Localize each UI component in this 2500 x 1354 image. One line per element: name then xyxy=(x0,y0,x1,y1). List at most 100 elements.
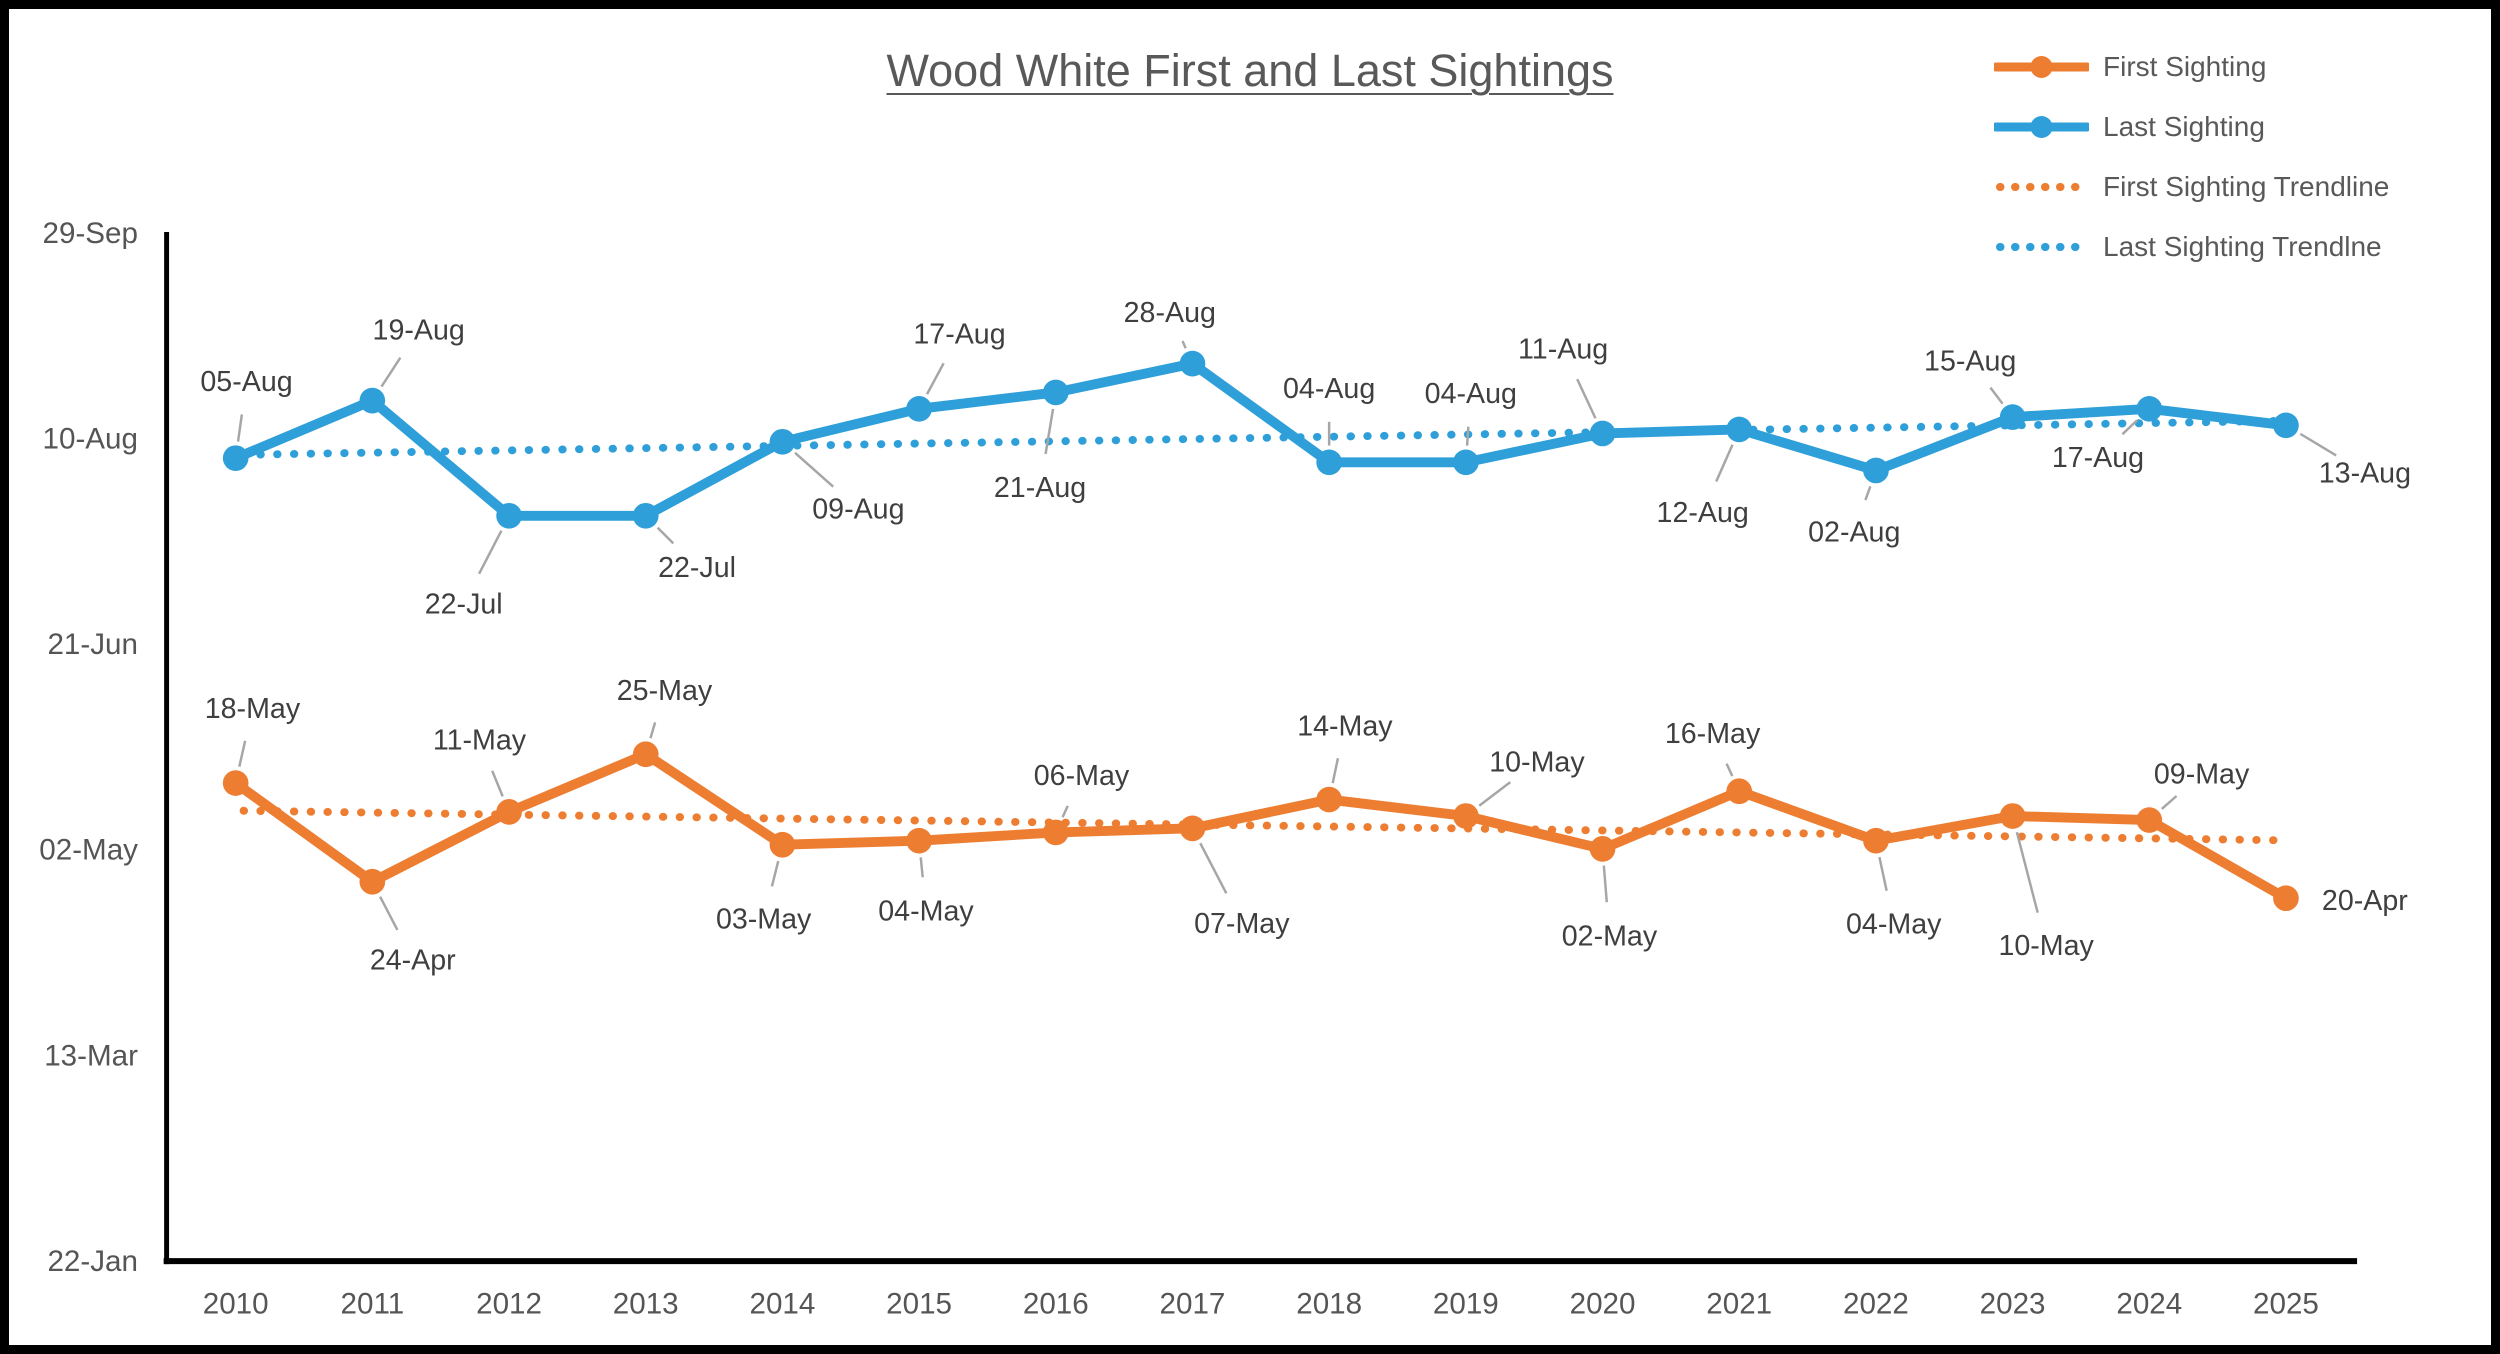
legend-item-last-sighting: Last Sighting xyxy=(1994,97,2389,157)
data-point-marker xyxy=(1042,819,1069,846)
x-tick-label: 2024 xyxy=(2116,1287,2182,1320)
y-tick-label: 21-Jun xyxy=(47,628,137,661)
legend-item-last-sighting-trendline: Last Sighting Trendlne xyxy=(1994,217,2389,277)
x-tick-label: 2019 xyxy=(1433,1287,1499,1320)
data-point-marker xyxy=(496,502,522,529)
legend-label: Last Sighting Trendlne xyxy=(2103,231,2382,262)
x-tick-label: 2018 xyxy=(1296,1287,1362,1320)
data-point-marker xyxy=(1863,827,1889,854)
x-tick-label: 2012 xyxy=(476,1287,542,1320)
data-label: 11-May xyxy=(433,725,527,757)
data-label: 25-May xyxy=(617,675,713,707)
data-point-marker xyxy=(632,502,659,529)
series-line xyxy=(230,749,2291,904)
x-tick-label: 2010 xyxy=(203,1287,269,1320)
data-point-marker xyxy=(496,799,522,825)
data-label: 18-May xyxy=(205,693,301,725)
legend-item-first-sighting: First Sighting xyxy=(1994,37,2389,97)
data-label: 12-Aug xyxy=(1657,497,1749,529)
legend-label: First Sighting xyxy=(2103,51,2267,82)
data-point-marker xyxy=(1999,404,2026,430)
x-tick-label: 2015 xyxy=(886,1287,952,1320)
data-point-marker xyxy=(1316,786,1342,813)
data-point-marker xyxy=(1589,836,1616,862)
data-label: 05-Aug xyxy=(200,366,292,398)
data-point-marker xyxy=(222,770,249,796)
label-leader-line xyxy=(2299,432,2337,457)
x-tick-label: 2017 xyxy=(1160,1287,1226,1320)
x-axis-year-labels: 2010 2011 2012 2013 2014 2015 2016 2017 2018 2019… xyxy=(203,1287,2319,1320)
data-label: 04-May xyxy=(878,896,974,928)
data-label: 16-May xyxy=(1665,718,1761,750)
label-leader-line xyxy=(1331,758,1340,784)
data-point-marker xyxy=(1042,379,1069,406)
label-leader-line xyxy=(2015,831,2039,914)
label-leader-line xyxy=(1465,426,1470,446)
label-leader-line xyxy=(1181,340,1187,349)
data-label: 11-Aug xyxy=(1518,333,1608,365)
legend-label: Last Sighting xyxy=(2103,111,2265,142)
data-point-marker xyxy=(1726,778,1753,805)
data-label: 04-Aug xyxy=(1425,378,1517,410)
data-point-marker xyxy=(2136,807,2163,833)
data-point-marker xyxy=(906,827,932,854)
label-leader-line xyxy=(1061,805,1069,818)
data-label: 22-Jul xyxy=(658,552,736,584)
data-label: 10-May xyxy=(1489,747,1585,779)
legend-swatch-solid-line-dot-icon xyxy=(1994,116,2089,138)
x-tick-label: 2022 xyxy=(1843,1287,1909,1320)
legend-item-first-sighting-trendline: First Sighting Trendline xyxy=(1994,157,2389,217)
legend-swatch-solid-line-dot-icon xyxy=(1994,56,2089,78)
label-leader-line xyxy=(1478,781,1512,807)
data-point-marker xyxy=(769,831,796,858)
data-point-marker xyxy=(1726,416,1753,443)
legend: First Sighting Last Sighting First Sight… xyxy=(1994,37,2389,277)
data-point-marker xyxy=(1863,457,1889,484)
chart-title: Wood White First and Last Sightings xyxy=(886,45,1614,96)
data-point-marker xyxy=(769,428,796,455)
y-tick-label: 10-Aug xyxy=(43,422,138,455)
data-label: 28-Aug xyxy=(1124,297,1216,329)
label-leader-line xyxy=(491,770,504,797)
label-leader-line xyxy=(925,362,945,395)
data-label: 14-May xyxy=(1297,710,1393,742)
label-leader-line xyxy=(477,530,503,575)
data-point-marker xyxy=(222,445,249,471)
x-tick-label: 2023 xyxy=(1980,1287,2046,1320)
data-point-marker xyxy=(1999,803,2026,829)
data-label: 02-May xyxy=(1562,921,1658,953)
label-leader-line xyxy=(656,526,675,545)
data-point-marker xyxy=(632,741,659,768)
data-label: 19-Aug xyxy=(373,314,465,346)
y-tick-label: 02-May xyxy=(39,834,138,867)
data-label: 20-Apr xyxy=(2322,885,2408,917)
x-tick-label: 2013 xyxy=(613,1287,679,1320)
data-point-marker xyxy=(2136,395,2163,422)
series-line xyxy=(230,358,2291,521)
data-point-marker xyxy=(2273,885,2299,912)
data-point-marker xyxy=(906,395,932,422)
y-tick-label: 13-Mar xyxy=(44,1039,138,1072)
label-leader-line xyxy=(770,860,780,887)
data-point-marker xyxy=(1453,803,1479,829)
label-leader-line xyxy=(379,896,399,931)
series-last-sighting: 05-Aug 19-Aug 22-Jul 22-Jul 09-Aug 17-Aug 21-A… xyxy=(200,297,2411,620)
plot-area: 29-Sep 10-Aug 21-Jun 02-May 13-Mar 22-Jan 2010… xyxy=(39,217,2411,1321)
data-point-marker xyxy=(2273,412,2299,439)
y-tick-label: 29-Sep xyxy=(43,217,138,250)
x-tick-label: 2011 xyxy=(341,1287,405,1320)
label-leader-line xyxy=(649,722,657,739)
y-tick-label: 22-Jan xyxy=(47,1245,137,1278)
data-label: 21-Aug xyxy=(994,472,1086,504)
trendline-first-sighting xyxy=(239,806,2281,845)
data-label: 09-May xyxy=(2154,759,2250,791)
data-label: 22-Jul xyxy=(425,588,503,620)
label-leader-line xyxy=(1199,842,1228,894)
label-leader-line xyxy=(794,451,835,488)
legend-label: First Sighting Trendline xyxy=(2103,171,2390,202)
data-label: 13-Aug xyxy=(2319,458,2411,490)
data-point-marker xyxy=(359,387,386,414)
series-first-sighting: 18-May 24-Apr 11-May 25-May 03-May 04-May 06-M… xyxy=(205,675,2409,977)
x-tick-label: 2025 xyxy=(2253,1287,2319,1320)
